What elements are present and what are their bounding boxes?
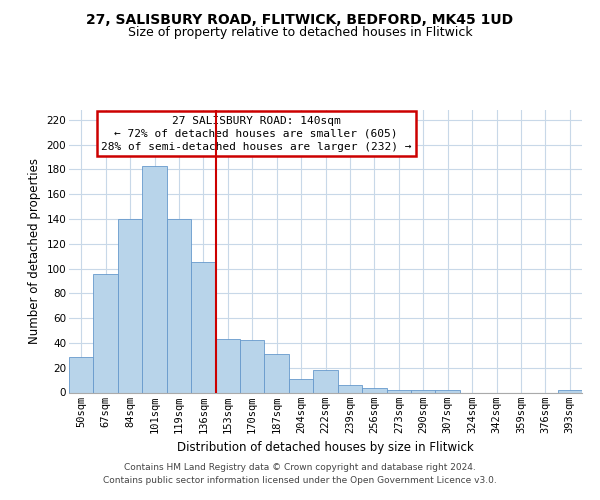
Bar — [362, 388, 386, 392]
X-axis label: Distribution of detached houses by size in Flitwick: Distribution of detached houses by size … — [177, 441, 474, 454]
Bar — [289, 379, 313, 392]
Bar — [118, 219, 142, 392]
Bar — [191, 262, 215, 392]
Bar — [557, 390, 582, 392]
Bar — [265, 354, 289, 393]
Bar — [313, 370, 338, 392]
Bar — [436, 390, 460, 392]
Bar — [167, 219, 191, 392]
Bar — [240, 340, 265, 392]
Bar — [94, 274, 118, 392]
Text: Contains HM Land Registry data © Crown copyright and database right 2024.: Contains HM Land Registry data © Crown c… — [124, 464, 476, 472]
Bar — [215, 339, 240, 392]
Bar — [411, 390, 436, 392]
Bar — [386, 390, 411, 392]
Text: 27, SALISBURY ROAD, FLITWICK, BEDFORD, MK45 1UD: 27, SALISBURY ROAD, FLITWICK, BEDFORD, M… — [86, 12, 514, 26]
Y-axis label: Number of detached properties: Number of detached properties — [28, 158, 41, 344]
Bar — [69, 356, 94, 392]
Text: Contains public sector information licensed under the Open Government Licence v3: Contains public sector information licen… — [103, 476, 497, 485]
Bar — [338, 385, 362, 392]
Bar — [142, 166, 167, 392]
Text: 27 SALISBURY ROAD: 140sqm
← 72% of detached houses are smaller (605)
28% of semi: 27 SALISBURY ROAD: 140sqm ← 72% of detac… — [101, 116, 412, 152]
Text: Size of property relative to detached houses in Flitwick: Size of property relative to detached ho… — [128, 26, 472, 39]
